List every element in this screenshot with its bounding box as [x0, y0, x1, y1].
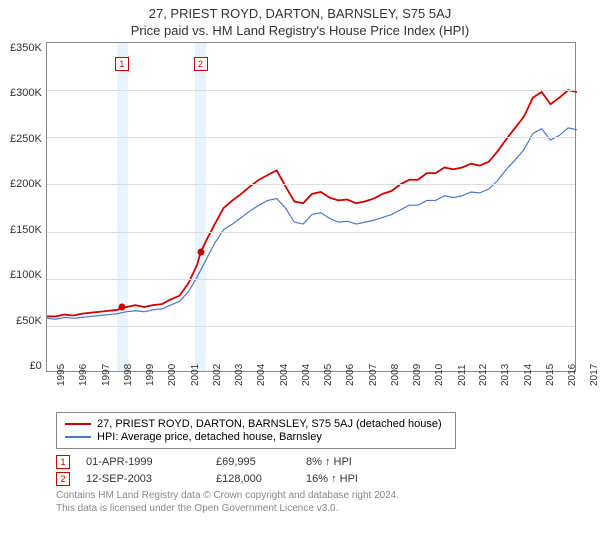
x-tick-label: 2017 [589, 364, 600, 386]
sale-price: £128,000 [216, 473, 306, 485]
y-tick-label: £250K [10, 133, 42, 145]
sales-list: 1 01-APR-1999£69,9958% ↑ HPI 2 12-SEP-2003£… [56, 455, 590, 486]
legend-swatch [65, 423, 91, 425]
series-line-hpi [47, 128, 577, 319]
sale-row: 1 01-APR-1999£69,9958% ↑ HPI [56, 455, 590, 469]
footer-line-1: Contains HM Land Registry data © Crown c… [56, 490, 590, 503]
gridline [47, 90, 575, 91]
y-tick-label: £100K [10, 269, 42, 281]
plot-row: £350K£300K£250K£200K£150K£100K£50K£0 12 [10, 42, 590, 372]
footer: Contains HM Land Registry data © Crown c… [56, 490, 590, 515]
legend-label: 27, PRIEST ROYD, DARTON, BARNSLEY, S75 5… [97, 418, 442, 430]
chart-container: 27, PRIEST ROYD, DARTON, BARNSLEY, S75 5… [0, 0, 600, 519]
y-axis: £350K £300K £250K £200K £150K £100K £50K £0 [10, 42, 46, 372]
sale-point [197, 249, 204, 256]
chart-subtitle: Price paid vs. HM Land Registry's House … [10, 23, 590, 38]
y-tick-label: £300K [10, 87, 42, 99]
gridline [47, 326, 575, 327]
plot-area: 12 [46, 42, 576, 372]
y-tick-label: £0 [10, 360, 42, 372]
sale-date: 01-APR-1999 [86, 456, 216, 468]
sale-marker: 1 [56, 455, 70, 469]
chart-title: 27, PRIEST ROYD, DARTON, BARNSLEY, S75 5… [10, 6, 590, 21]
legend-label: HPI: Average price, detached house, Barn… [97, 431, 322, 443]
gridline [47, 232, 575, 233]
footer-line-2: This data is licensed under the Open Gov… [56, 503, 590, 516]
y-tick-label: £200K [10, 178, 42, 190]
y-tick-label: £50K [10, 315, 42, 327]
plot-svg [47, 43, 577, 373]
gridline [47, 279, 575, 280]
sale-row: 2 12-SEP-2003£128,00016% ↑ HPI [56, 472, 590, 486]
sale-marker: 2 [56, 472, 70, 486]
sale-delta: 16% ↑ HPI [306, 473, 386, 485]
series-line-subject [47, 90, 577, 316]
y-tick-label: £350K [10, 42, 42, 54]
y-tick-label: £150K [10, 224, 42, 236]
legend-item: HPI: Average price, detached house, Barn… [65, 431, 447, 443]
sale-marker-on-chart: 1 [115, 57, 129, 71]
sale-delta: 8% ↑ HPI [306, 456, 386, 468]
sale-date: 12-SEP-2003 [86, 473, 216, 485]
legend-swatch [65, 436, 91, 438]
legend: 27, PRIEST ROYD, DARTON, BARNSLEY, S75 5… [56, 412, 456, 449]
sale-point [118, 304, 125, 311]
gridline [47, 137, 575, 138]
gridline [47, 184, 575, 185]
sale-marker-on-chart: 2 [194, 57, 208, 71]
x-axis: 1995199619971998199920002001200220032004… [56, 372, 586, 402]
legend-item: 27, PRIEST ROYD, DARTON, BARNSLEY, S75 5… [65, 418, 447, 430]
sale-price: £69,995 [216, 456, 306, 468]
